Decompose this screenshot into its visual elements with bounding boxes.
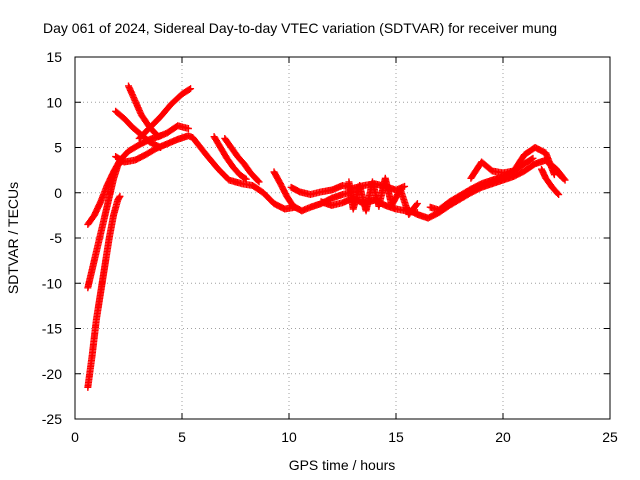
x-tick-label: 15: [388, 429, 404, 445]
data-point: [185, 85, 193, 93]
data-series-trace-1: [84, 192, 124, 391]
x-axis-label: GPS time / hours: [289, 457, 396, 473]
y-tick-label: -20: [42, 366, 62, 382]
y-tick-label: -25: [42, 411, 62, 427]
data-point: [187, 85, 195, 93]
y-tick-label: -5: [50, 230, 63, 246]
data-point: [412, 201, 420, 209]
x-tick-label: 20: [495, 429, 511, 445]
data-point: [554, 190, 562, 198]
y-tick-label: 10: [46, 94, 62, 110]
x-tick-label: 5: [178, 429, 186, 445]
data-series-trace-7: [112, 107, 165, 151]
y-axis-label: SDTVAR / TECUs: [5, 182, 21, 294]
y-tick-label: -10: [42, 275, 62, 291]
data-series-trace-8: [210, 133, 250, 183]
x-tick-label: 25: [602, 429, 618, 445]
data-point: [241, 174, 249, 182]
data-point: [558, 173, 566, 181]
data-series-trace-18: [542, 156, 567, 182]
data-point: [254, 177, 262, 185]
data-point: [242, 175, 250, 183]
y-tick-label: 15: [46, 49, 62, 65]
data-series-trace-6: [135, 85, 195, 142]
data-points-layer: [84, 82, 569, 391]
data-point: [413, 200, 421, 208]
data-point: [528, 155, 536, 163]
y-tick-label: 0: [54, 185, 62, 201]
data-point: [529, 154, 537, 162]
data-point: [401, 182, 409, 190]
data-point: [184, 124, 192, 132]
data-point: [157, 144, 165, 151]
x-tick-label: 0: [71, 429, 79, 445]
data-point: [559, 174, 567, 182]
chart-title: Day 061 of 2024, Sidereal Day-to-day VTE…: [43, 20, 557, 36]
x-tick-label: 10: [281, 429, 297, 445]
data-point: [116, 192, 124, 200]
data-series-trace-10: [270, 168, 357, 215]
data-series-trace-4: [112, 132, 299, 213]
grid-lines: [75, 57, 610, 419]
data-series-trace-5: [125, 82, 192, 141]
y-tick-label: 5: [54, 140, 62, 156]
data-point: [115, 194, 123, 202]
data-point: [555, 191, 563, 199]
data-series-trace-17: [538, 165, 563, 199]
axis-ticks: 0 5 10 15 20 25 -25 -20 -15 -10 -5 0 5 10 15: [42, 49, 618, 445]
y-tick-label: -15: [42, 321, 62, 337]
data-point: [255, 178, 263, 186]
data-series-trace-9: [221, 134, 263, 186]
